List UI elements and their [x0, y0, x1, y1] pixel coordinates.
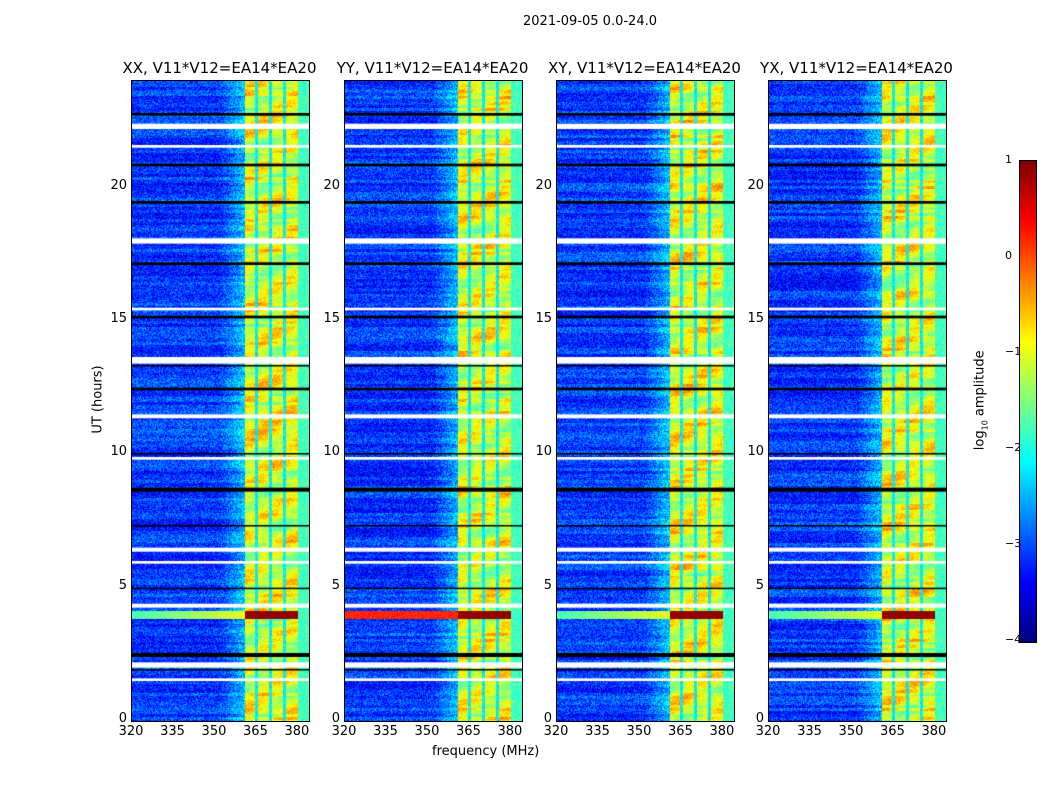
y-tick-label: 20	[747, 177, 764, 193]
x-tick-label: 320	[331, 724, 357, 739]
panel-title: YY, V11*V12=EA14*EA20	[336, 59, 529, 77]
y-tick-label: 10	[110, 444, 127, 460]
x-tick-label: 350	[201, 724, 227, 739]
y-tick-label: 0	[331, 711, 340, 726]
x-tick-label: 380	[284, 724, 310, 739]
x-tick-label: 365	[243, 724, 268, 739]
panel-title: XY, V11*V12=EA14*EA20	[548, 59, 741, 77]
y-tick-label: 10	[747, 444, 764, 460]
y-tick-label: 0	[543, 711, 552, 726]
y-tick-label: 0	[755, 711, 764, 726]
y-tick-label: 10	[535, 444, 552, 460]
y-tick-label: 15	[535, 311, 552, 326]
y-tick-label: 15	[323, 311, 340, 326]
y-tick-label: 5	[543, 577, 552, 593]
x-tick-label: 320	[755, 724, 781, 739]
x-axis-label: frequency (MHz)	[432, 744, 540, 759]
colorbar-tick-label: 0	[1005, 249, 1012, 262]
spectrogram-panel	[131, 80, 310, 722]
spectrogram-panel	[556, 80, 735, 722]
y-tick-label: 5	[755, 577, 764, 593]
x-tick-label: 335	[797, 724, 822, 739]
y-tick-label: 10	[323, 444, 340, 460]
panel-title: XX, V11*V12=EA14*EA20	[122, 59, 317, 77]
colorbar-tick-label: −4	[1005, 633, 1022, 646]
colorbar-tick-label: 1	[1005, 153, 1012, 166]
colorbar-tick-label: −2	[1005, 441, 1022, 454]
x-tick-label: 320	[543, 724, 569, 739]
colorbar-tick-label: −3	[1005, 537, 1022, 550]
x-tick-label: 350	[626, 724, 652, 739]
colorbar-tick-label: −1	[1005, 345, 1022, 358]
y-tick-label: 15	[747, 311, 764, 326]
spectrogram-panel	[768, 80, 947, 722]
y-tick-label: 20	[110, 177, 127, 193]
x-tick-label: 380	[921, 724, 947, 739]
y-tick-label: 0	[118, 711, 127, 726]
y-axis-label: UT (hours)	[90, 365, 106, 434]
y-tick-label: 15	[110, 311, 127, 326]
figure-title: 2021-09-05 0.0-24.0	[523, 14, 657, 29]
y-tick-label: 5	[331, 577, 340, 593]
colorbar	[1019, 160, 1037, 643]
colorbar-label: log10 amplitude	[972, 350, 990, 451]
x-tick-label: 335	[373, 724, 398, 739]
x-tick-label: 380	[709, 724, 735, 739]
x-tick-label: 335	[160, 724, 185, 739]
y-tick-label: 5	[118, 577, 127, 593]
x-tick-label: 365	[668, 724, 693, 739]
x-tick-label: 335	[585, 724, 610, 739]
x-tick-label: 365	[880, 724, 905, 739]
x-tick-label: 350	[414, 724, 440, 739]
x-tick-label: 380	[497, 724, 523, 739]
y-tick-label: 20	[323, 177, 340, 193]
spectrogram-panel	[344, 80, 523, 722]
x-tick-label: 365	[456, 724, 481, 739]
x-tick-label: 350	[838, 724, 864, 739]
x-tick-label: 320	[118, 724, 144, 739]
y-tick-label: 20	[535, 177, 552, 193]
panel-title: YX, V11*V12=EA14*EA20	[760, 59, 953, 77]
